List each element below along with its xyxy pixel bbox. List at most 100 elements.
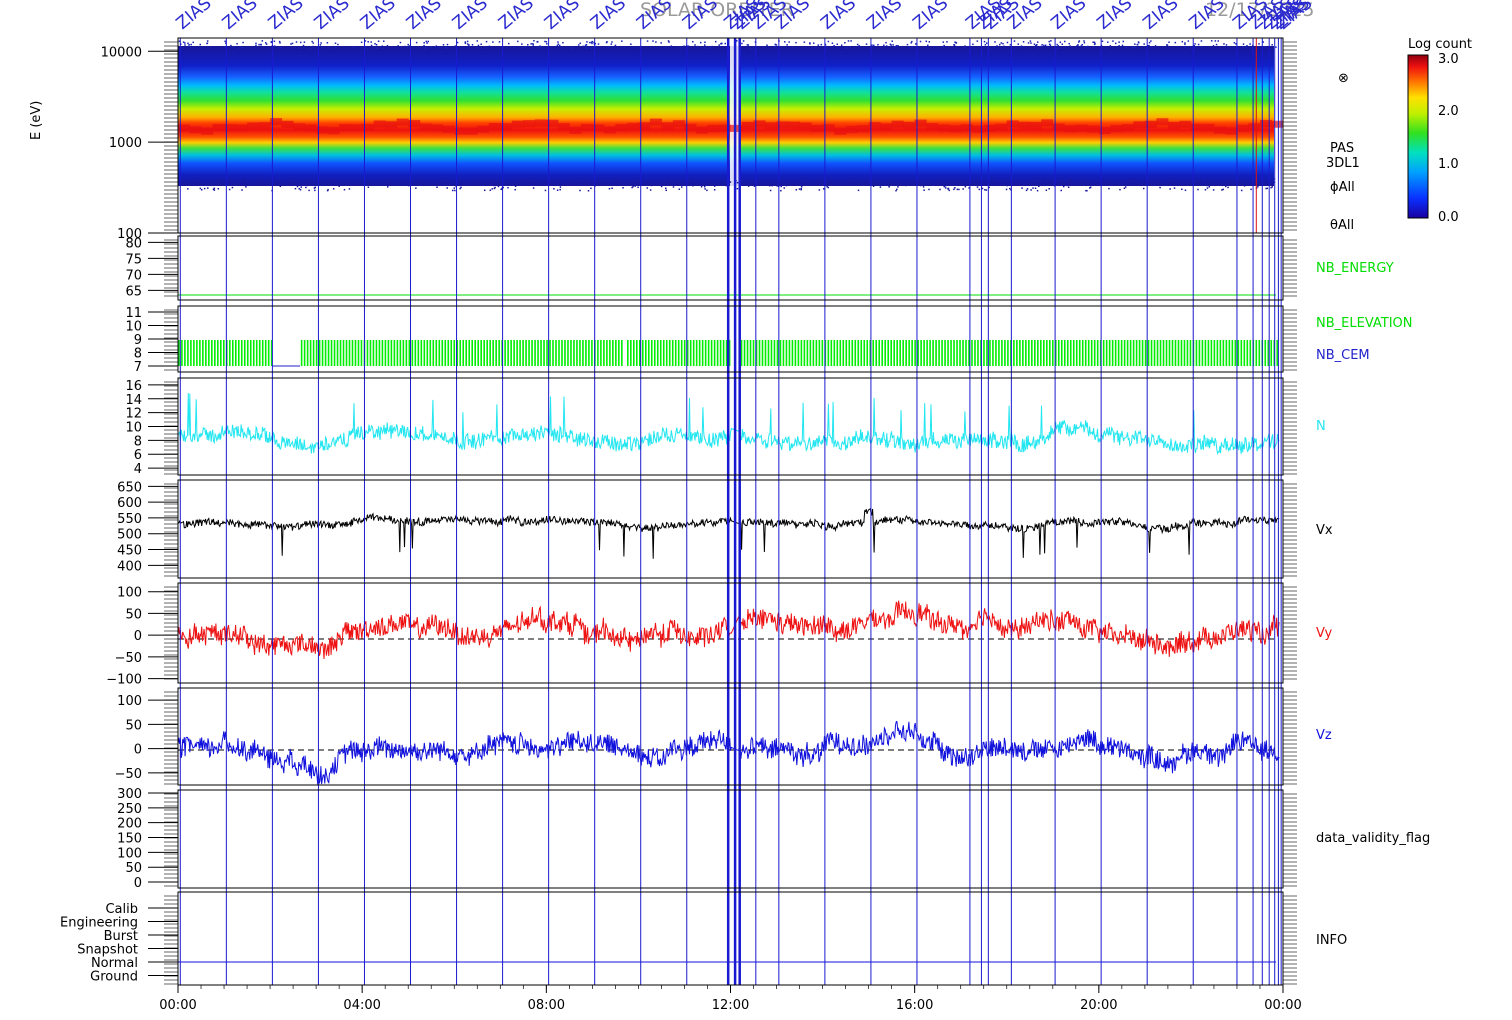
- spectrogram-speck: [988, 186, 990, 189]
- spectrogram-speck: [348, 188, 351, 190]
- spectrogram-speck: [1235, 43, 1237, 45]
- spectrogram-peak: [672, 120, 685, 128]
- spectrogram-speck: [260, 43, 262, 46]
- spectrogram-speck: [637, 178, 639, 181]
- spectrogram-peak: [799, 122, 812, 130]
- nb-elevation-ytick-1: 10: [125, 320, 142, 335]
- spectrogram-speck: [579, 42, 581, 45]
- spectrogram-peak: [247, 122, 260, 130]
- spectrogram-speck: [436, 186, 438, 188]
- spectrogram-speck: [806, 178, 808, 180]
- spectrogram-peak: [718, 124, 731, 132]
- spectrogram-speck: [1009, 187, 1011, 190]
- spectrogram-speck: [1057, 47, 1059, 50]
- spectrogram-speck: [546, 43, 548, 45]
- vy-ytick-0: 100: [117, 586, 142, 601]
- spectrogram-speck: [1076, 45, 1078, 47]
- spectrogram-speck: [690, 178, 693, 180]
- spectrogram-speck: [278, 46, 281, 49]
- spectrogram-speck: [1166, 44, 1169, 46]
- density-ytick-6: 4: [134, 462, 142, 477]
- x-tick-label-2: 08:00: [528, 998, 565, 1013]
- spectrogram-speck: [456, 41, 459, 44]
- spectrogram-speck: [630, 180, 632, 183]
- spectrogram-speck: [939, 188, 941, 191]
- spectrogram-speck: [382, 47, 385, 49]
- spectrogram-speck: [836, 43, 839, 46]
- spectrogram-speck: [601, 183, 604, 185]
- spectrogram-speck: [921, 184, 923, 186]
- spectrogram-speck: [1266, 187, 1268, 190]
- validity-ytick-3: 150: [117, 832, 142, 847]
- spectrogram-speck: [1119, 188, 1121, 191]
- spectrogram-speck: [1085, 189, 1087, 192]
- spectrogram-speck: [1221, 189, 1223, 191]
- spectrogram-speck: [1206, 187, 1209, 189]
- spectrogram-speck: [1257, 186, 1259, 188]
- spectrogram-speck: [823, 183, 825, 185]
- spectrogram-speck: [368, 181, 370, 183]
- spectrogram-speck: [943, 180, 946, 182]
- spectrogram-speck: [911, 40, 913, 43]
- spectrogram-panel: 10000 1000 100 E (eV) ⊗ PAS 3DL1 ϕAll θAll: [29, 40, 1360, 242]
- spectrogram-speck: [742, 40, 745, 42]
- spectrogram-speck: [978, 188, 981, 191]
- spectrogram-speck: [182, 41, 185, 43]
- spectrogram-speck: [1103, 182, 1105, 184]
- spectrogram-speck: [775, 44, 778, 46]
- colorbar-ramp: [1407, 54, 1429, 219]
- spectrogram-speck: [925, 40, 928, 43]
- spectrogram-speck: [386, 45, 389, 47]
- spectrogram-speck: [326, 189, 329, 192]
- spectrogram-speck: [480, 179, 483, 181]
- spectrogram-speck: [361, 181, 364, 184]
- spectrogram-speck: [940, 181, 943, 183]
- spectrogram-speck: [1107, 179, 1110, 181]
- spectrogram-speck: [923, 189, 925, 191]
- spectrogram-speck: [720, 43, 723, 45]
- spectrogram-speck: [291, 178, 293, 180]
- spectrogram-speck: [729, 181, 732, 183]
- spectrogram-peak: [1064, 125, 1077, 133]
- spectrogram-speck: [1206, 180, 1209, 182]
- colorbar-tick-3: 3.0: [1438, 52, 1459, 67]
- spectrogram-speck: [736, 40, 738, 42]
- spectrogram-speck: [502, 186, 504, 189]
- spectrogram-speck: [539, 45, 541, 47]
- spectrogram-speck: [880, 181, 882, 184]
- spectrogram-speck: [976, 40, 979, 42]
- spectrogram-speck: [753, 47, 755, 50]
- spectrogram-speck: [871, 44, 873, 46]
- spectrogram-speck: [561, 182, 563, 184]
- spectrogram-speck: [774, 43, 777, 46]
- spectrogram-speck: [306, 182, 308, 185]
- spectrogram-speck: [800, 188, 802, 191]
- nb-energy-label: NB_ENERGY: [1316, 261, 1394, 276]
- spectrogram-speck: [818, 189, 821, 191]
- spectrogram-speck: [406, 47, 409, 49]
- vx-ytick-5: 400: [117, 559, 142, 574]
- spectrogram-speck: [968, 187, 970, 189]
- spectrogram-speck: [440, 46, 443, 49]
- spectrogram-speck: [1250, 188, 1252, 191]
- spectrogram-speck: [570, 47, 573, 50]
- spectrogram-speck: [309, 47, 311, 50]
- event-tag: ZIAS: [1093, 0, 1136, 34]
- spectrogram-speck: [962, 184, 965, 186]
- spectrogram-speck: [440, 178, 442, 180]
- spectrogram-speck: [711, 45, 713, 48]
- spectrogram-speck: [586, 47, 589, 50]
- spectrogram-speck: [544, 179, 546, 182]
- spectrogram-speck: [1119, 178, 1121, 181]
- colorbar-title: Log count: [1408, 37, 1472, 52]
- spectrogram-speck: [872, 185, 875, 188]
- spectrogram-speck: [496, 183, 498, 185]
- info-category-1: Engineering: [60, 916, 138, 931]
- spectrogram-peak: [776, 121, 789, 129]
- colorbar: Log count 3.0 2.0 1.0 0.0: [1407, 37, 1472, 225]
- spectrogram-speck: [709, 46, 712, 49]
- spectrogram-speck: [692, 184, 694, 187]
- spectrogram-speck: [273, 183, 275, 186]
- spectrogram-speck: [904, 184, 907, 187]
- spectrogram-speck: [1059, 41, 1062, 44]
